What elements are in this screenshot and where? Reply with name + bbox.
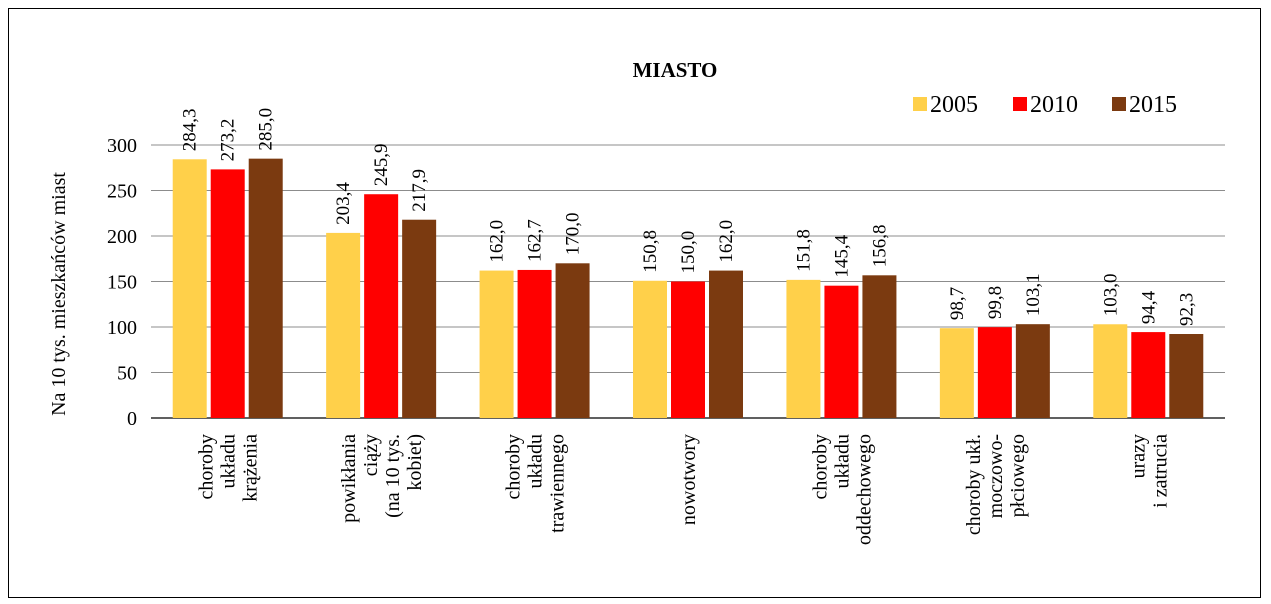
data-label: 217,9 <box>409 169 430 212</box>
legend-label-2010: 2010 <box>1030 92 1078 118</box>
category-label: nowotwory <box>678 434 700 525</box>
data-label: 170,0 <box>563 213 584 256</box>
data-label: 92,3 <box>1176 293 1197 326</box>
data-label: 94,4 <box>1138 290 1159 324</box>
data-label: 99,8 <box>985 286 1006 319</box>
y-tick-label: 250 <box>107 181 137 203</box>
bar-2010 <box>1131 332 1166 418</box>
category-label: urazy <box>1127 434 1149 478</box>
chart-frame: 0 50 100 150 200 250 300 MIASTO Na 10 tys. miesz… <box>8 8 1261 598</box>
category-label: i zatrucia <box>1149 434 1171 508</box>
data-label: 103,1 <box>1023 273 1044 316</box>
bar-2010 <box>364 194 399 418</box>
bar-2005 <box>172 159 207 419</box>
legend-label-2005: 2005 <box>930 92 978 118</box>
bar-2015 <box>1015 324 1050 418</box>
bar-2010 <box>671 281 705 418</box>
data-label: 156,8 <box>869 225 890 268</box>
category-label: (na 10 tys. <box>382 434 404 518</box>
data-label: 203,4 <box>333 182 354 225</box>
category-label: moczowo- <box>985 434 1007 518</box>
y-tick-label: 150 <box>107 272 137 294</box>
category-label: choroby ukł. <box>963 434 985 535</box>
bar-2015 <box>1169 334 1204 418</box>
category-label: oddechowego <box>853 434 875 545</box>
bar-2005 <box>786 279 821 418</box>
chart-title: MIASTO <box>633 58 718 82</box>
data-label: 162,0 <box>716 220 737 263</box>
bar-2005 <box>326 232 361 418</box>
legend-swatch-2015 <box>1112 97 1126 111</box>
data-label: 103,0 <box>1100 274 1121 317</box>
category-label: trawiennego <box>547 434 569 533</box>
category-label: układu <box>218 434 240 488</box>
category-label: choroby <box>503 434 525 500</box>
category-label: płciowego <box>1007 434 1029 517</box>
category-label: kobiet) <box>404 434 426 491</box>
y-axis-label: Na 10 tys. mieszkańców miast <box>48 172 70 416</box>
bar-2005 <box>479 270 514 418</box>
data-label: 98,7 <box>947 287 968 320</box>
y-tick-label: 300 <box>107 135 137 157</box>
bar-2005 <box>633 280 667 418</box>
data-label: 151,8 <box>793 229 814 272</box>
category-label: krążenia <box>240 434 262 502</box>
data-label: 150,8 <box>640 230 661 273</box>
bar-2015 <box>709 270 743 418</box>
bar-2010 <box>824 285 859 418</box>
bar-2010 <box>210 169 245 418</box>
y-tick-label: 100 <box>107 317 137 339</box>
bar-2005 <box>1093 324 1128 418</box>
bar-2010 <box>977 327 1012 418</box>
legend-swatch-2010 <box>1013 97 1027 111</box>
data-label: 150,0 <box>678 231 699 274</box>
legend-swatch-2005 <box>913 97 927 111</box>
bar-2015 <box>555 263 590 418</box>
data-label: 285,0 <box>256 108 277 151</box>
data-label: 284,3 <box>180 109 201 152</box>
category-label: układu <box>525 434 547 488</box>
data-label: 162,7 <box>525 219 546 262</box>
bar-2015 <box>862 275 897 418</box>
category-label: choroby <box>196 434 218 500</box>
y-tick-label: 50 <box>117 363 137 385</box>
bar-2005 <box>939 328 974 418</box>
category-label: układu <box>831 434 853 488</box>
data-label: 273,2 <box>218 119 239 162</box>
data-label: 162,0 <box>487 220 508 263</box>
y-tick-label: 200 <box>107 226 137 248</box>
legend-label-2015: 2015 <box>1129 92 1177 118</box>
category-label: ciąży <box>360 434 382 476</box>
data-label: 245,9 <box>371 143 392 186</box>
bar-chart: 0 50 100 150 200 250 300 MIASTO Na 10 tys. miesz… <box>48 58 1225 545</box>
y-tick-label: 0 <box>127 408 137 430</box>
bar-2015 <box>248 158 283 418</box>
bar-2010 <box>517 269 552 418</box>
data-label: 145,4 <box>831 234 852 277</box>
bar-2015 <box>402 219 437 418</box>
category-label: powikłania <box>338 434 360 523</box>
category-label: choroby <box>809 434 831 500</box>
